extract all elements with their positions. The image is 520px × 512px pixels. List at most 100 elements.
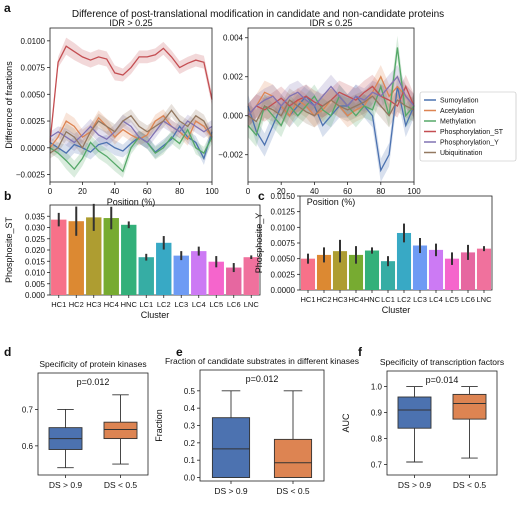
- x-tick-label: HNC: [121, 300, 138, 309]
- x-axis-label: Cluster: [382, 305, 411, 315]
- series-band: [50, 114, 212, 151]
- series-band: [50, 103, 212, 159]
- x-tick-label: LNC: [476, 295, 492, 304]
- bar: [316, 254, 332, 290]
- panel-letter: f: [358, 345, 363, 359]
- legend-label: Ubiquitination: [440, 150, 483, 157]
- panel-letter: a: [4, 1, 11, 15]
- panel-title: IDR ≤ 0.25: [310, 18, 353, 28]
- bar: [364, 250, 380, 290]
- x-tick-label: LC6: [461, 295, 475, 304]
- x-tick-label: LC2: [157, 300, 171, 309]
- x-tick-label: LNC: [244, 300, 260, 309]
- panel-letter: b: [4, 189, 11, 203]
- y-axis-label: AUC: [0, 414, 2, 434]
- series-line-ubiquitination: [49, 109, 213, 154]
- series-band: [50, 119, 212, 165]
- y-tick-label: 0.000: [25, 291, 46, 300]
- chart-c: HC1 HC2 HC3 HC4 HNC LC1 LC2 LC3 LC4 LC5 LC6 LNC Clus…: [254, 192, 493, 315]
- y-tick-label: 0.5: [184, 387, 196, 396]
- bar: [103, 218, 119, 295]
- chart-e: DS > 0.9 DS < 0.5 p=0.012 Fraction of candi…: [154, 356, 359, 496]
- panel-letter: c: [258, 189, 265, 203]
- panel-title: IDR > 0.25: [109, 18, 152, 28]
- series-band: [50, 109, 212, 154]
- bar: [300, 258, 316, 290]
- y-tick-label: 0.7: [22, 405, 34, 414]
- y-tick-label: 0.0075: [21, 64, 46, 73]
- y-tick-label: 0.000: [223, 112, 244, 121]
- box: [211, 417, 251, 478]
- series-line-methylation: [247, 47, 415, 137]
- panel-title: Fraction of candidate substrates in diff…: [165, 356, 359, 366]
- y-tick-label: 0.020: [25, 246, 46, 255]
- x-axis-label: Position (%): [107, 197, 156, 207]
- y-axis-label: AUC: [341, 413, 351, 433]
- x-tick-label: LC6: [227, 300, 241, 309]
- box: [452, 393, 487, 420]
- x-tick-label: 20: [78, 187, 87, 196]
- x-tick-label: LC5: [445, 295, 459, 304]
- x-tick-label: 80: [376, 187, 385, 196]
- x-tick-label: HC4: [104, 300, 119, 309]
- bar: [380, 261, 396, 290]
- legend-frame: [419, 91, 517, 162]
- x-tick-label: LC1: [139, 300, 153, 309]
- chart-b: HC1 HC2 HC3 HC4 HNC LC1 LC2 LC3 LC4 LC5 LC6 LNC Clus…: [4, 203, 261, 320]
- x-tick-label: HC3: [332, 295, 347, 304]
- box: [273, 438, 313, 478]
- y-tick-label: 1.0: [371, 383, 383, 392]
- y-tick-label: 0.0150: [271, 192, 296, 201]
- y-tick-label: 0.6: [22, 442, 34, 451]
- chart-f: DS > 0.9 DS < 0.5 p=0.014 Specificity of tr…: [341, 357, 504, 490]
- x-tick-label: LC4: [192, 300, 206, 309]
- x-tick-label: DS > 0.9: [214, 486, 248, 496]
- plot-frame: [247, 27, 415, 183]
- x-tick-label: 100: [407, 187, 421, 196]
- x-tick-label: HC3: [86, 300, 101, 309]
- y-tick-label: 0.0025: [21, 117, 46, 126]
- y-tick-label: 0.3: [184, 422, 196, 431]
- x-tick-label: LC4: [429, 295, 443, 304]
- x-axis-label: Position (%): [307, 197, 356, 207]
- bar: [191, 251, 207, 295]
- y-axis-label: Phosphosite_ST: [4, 216, 14, 283]
- y-tick-label: 0.0075: [271, 239, 296, 248]
- series-line-phosphorylation-st: [49, 45, 213, 143]
- y-tick-label: 0.9: [371, 409, 383, 418]
- x-tick-label: DS < 0.5: [453, 480, 487, 490]
- x-tick-label: HC2: [316, 295, 331, 304]
- bar: [428, 249, 444, 290]
- p-value-annotation: p=0.014: [426, 375, 459, 385]
- x-tick-label: 0: [48, 187, 53, 196]
- series-line-acetylation: [49, 114, 213, 149]
- y-tick-label: 0.035: [25, 212, 46, 221]
- chart-d: DS > 0.9 DS < 0.5 p=0.012 Specificity of pr…: [0, 359, 149, 490]
- bar: [332, 251, 348, 290]
- y-tick-label: 0.2: [184, 439, 196, 448]
- x-tick-label: HC1: [51, 300, 66, 309]
- y-tick-label: 0.1: [184, 456, 196, 465]
- x-tick-label: LC3: [174, 300, 188, 309]
- plot-frame: [386, 370, 498, 476]
- series-line-methylation: [49, 128, 213, 173]
- bar: [86, 217, 102, 295]
- bar: [396, 232, 412, 290]
- x-tick-label: LC5: [209, 300, 223, 309]
- x-tick-label: 40: [110, 187, 119, 196]
- y-axis-label: Phosphosite_Y: [254, 213, 264, 274]
- panel-title: Specificity of transcription factors: [380, 357, 504, 367]
- y-tick-label: 0.0: [184, 474, 196, 483]
- y-tick-label: 0.0125: [271, 208, 296, 217]
- x-tick-label: 40: [310, 187, 319, 196]
- x-tick-label: HNC: [364, 295, 381, 304]
- series-band: [50, 37, 212, 148]
- y-tick-label: 0.002: [223, 73, 244, 82]
- legend-label: Acetylation: [440, 108, 474, 115]
- bar: [476, 248, 492, 290]
- y-tick-label: 0.0000: [21, 144, 46, 153]
- series-line-phosphorylation-y: [247, 75, 415, 117]
- bar: [138, 257, 154, 295]
- legend-label: Methylation: [440, 119, 476, 126]
